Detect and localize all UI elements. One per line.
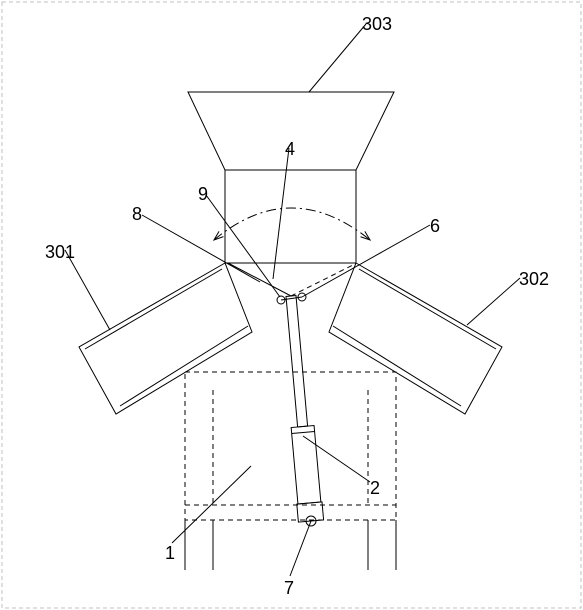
label-301: 301 <box>45 242 75 262</box>
leader-301 <box>65 250 110 330</box>
left-chute-inner-top <box>85 269 222 349</box>
hydraulic-cylinder-2 <box>277 293 324 526</box>
label-4: 4 <box>285 139 295 159</box>
label-8: 8 <box>132 204 142 224</box>
right-chute-302 <box>329 263 502 414</box>
lower-frame-1 <box>185 372 396 520</box>
page-frame <box>2 2 581 608</box>
left-chute-301 <box>79 263 252 414</box>
leader-lines <box>65 24 520 576</box>
right-chute-inner-top <box>359 269 496 349</box>
label-6: 6 <box>430 216 440 236</box>
leader-2 <box>303 436 370 482</box>
leader-4 <box>273 148 289 279</box>
leader-302 <box>467 278 520 325</box>
label-302: 302 <box>519 269 549 289</box>
right-chute-inner-bot <box>333 326 461 406</box>
left-chute-inner-bot <box>120 326 248 406</box>
diagram-canvas: 1 2 4 6 7 8 9 301 302 303 <box>0 0 583 610</box>
label-1: 1 <box>165 543 175 563</box>
flap-dashed <box>291 265 353 296</box>
label-9: 9 <box>198 184 208 204</box>
label-2: 2 <box>370 478 380 498</box>
swing-arc-4 <box>214 208 370 240</box>
leader-6 <box>302 225 430 297</box>
leader-303 <box>309 24 366 92</box>
label-7: 7 <box>284 578 294 598</box>
label-303: 303 <box>362 14 392 34</box>
leader-8 <box>142 215 260 282</box>
leader-7 <box>290 521 311 576</box>
